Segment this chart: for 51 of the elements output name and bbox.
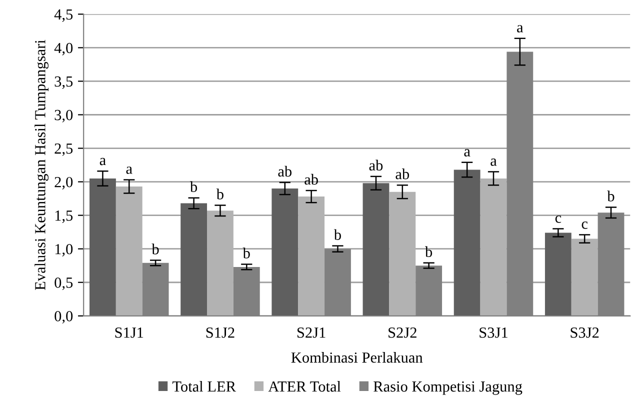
legend-label: Total LER [172, 380, 236, 392]
x-tick-label: S1J2 [206, 327, 234, 338]
legend-label: Rasio Kompetisi Jagung [374, 381, 522, 395]
data-label: ab [369, 160, 383, 171]
data-label: b [607, 190, 614, 202]
y-tick-label: 2,5 [54, 143, 73, 156]
x-tick-label: S2J2 [388, 327, 416, 338]
data-label: a [517, 25, 524, 32]
x-tick-label: S2J1 [297, 327, 326, 338]
data-label: ab [278, 166, 292, 177]
data-label: a [126, 166, 132, 174]
bar [362, 183, 390, 316]
bar [90, 178, 116, 316]
y-tick-label: 4,0 [54, 42, 73, 56]
data-label: b [190, 181, 198, 192]
y-tick-label: 3,0 [54, 110, 73, 122]
bar [207, 210, 234, 316]
bar [180, 203, 208, 316]
data-label: c [582, 222, 588, 229]
data-label: b [425, 246, 432, 258]
y-tick-label: 1,0 [55, 244, 73, 256]
x-tick-label: S3J1 [480, 327, 508, 338]
data-label: b [242, 248, 250, 258]
y-axis-title: Evaluasi Keuntungan Hasil Tumpangsari [34, 40, 49, 290]
data-label: a [490, 158, 497, 166]
data-label: b [152, 244, 159, 254]
y-tick-label: 0,0 [54, 311, 73, 324]
bar [571, 238, 598, 316]
data-label: a [100, 158, 106, 166]
y-tick-label: 2,0 [54, 176, 73, 190]
y-tick-label: 1,5 [55, 210, 73, 223]
x-tick-label: S1J1 [115, 327, 144, 338]
bar [116, 186, 142, 316]
bar [298, 196, 325, 316]
bar [272, 188, 298, 316]
y-tick-label: 0,5 [54, 278, 73, 290]
x-axis-title: Kombinasi Perlakuan [291, 352, 423, 363]
data-label: c [555, 216, 562, 223]
data-label: a [464, 149, 470, 156]
bar [454, 170, 480, 316]
bar [389, 192, 416, 316]
y-tick-label: 3,5 [54, 76, 73, 89]
data-label: ab [304, 174, 318, 185]
bar [544, 232, 572, 316]
y-tick-label: 4,5 [54, 9, 73, 22]
data-label: ab [396, 168, 410, 180]
x-tick-label: S3J2 [570, 327, 599, 338]
legend-label: ATER Total [268, 380, 341, 392]
data-label: b [334, 229, 341, 240]
bar [480, 178, 507, 316]
data-label: b [216, 188, 224, 200]
